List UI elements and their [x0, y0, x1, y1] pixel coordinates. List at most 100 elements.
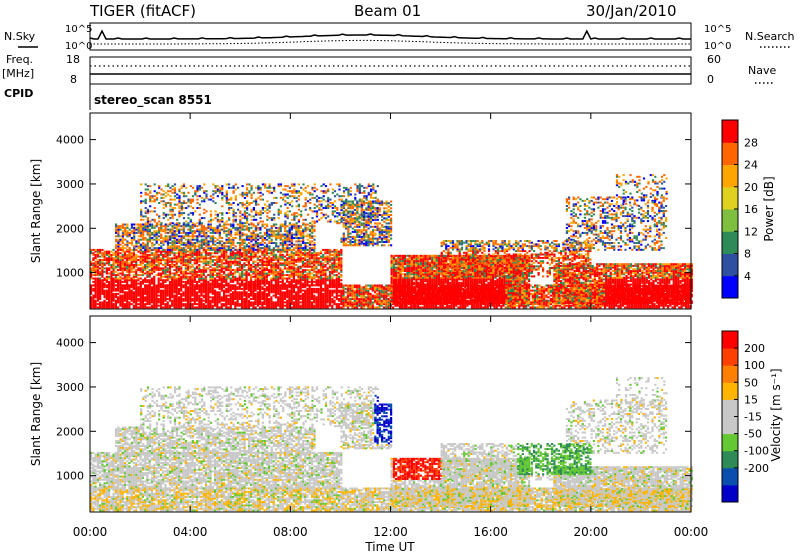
range-gate-cell — [381, 300, 383, 302]
range-gate-cell — [293, 284, 295, 286]
range-gate-cell — [385, 285, 387, 287]
range-gate-cell — [101, 259, 103, 261]
range-gate-cell — [372, 285, 374, 287]
range-gate-cell — [115, 256, 117, 258]
range-gate-cell — [185, 303, 187, 305]
range-gate-cell — [318, 288, 320, 290]
range-gate-cell — [306, 288, 308, 290]
range-gate-cell — [209, 283, 211, 285]
range-gate-cell — [293, 301, 295, 303]
range-gate-cell — [367, 288, 369, 290]
range-gate-cell — [146, 284, 148, 286]
range-gate-cell — [295, 259, 297, 261]
range-gate-cell — [198, 295, 200, 297]
range-gate-cell — [221, 251, 223, 253]
range-gate-cell — [351, 301, 353, 303]
range-gate-cell — [191, 264, 193, 266]
range-gate-cell — [164, 279, 166, 281]
range-gate-cell — [241, 264, 243, 266]
range-gate-cell — [617, 305, 619, 307]
range-gate-cell — [212, 305, 214, 307]
range-gate-cell — [160, 267, 162, 269]
range-gate-cell — [124, 284, 126, 286]
range-gate-cell — [99, 259, 101, 261]
range-gate-cell — [176, 278, 178, 280]
range-gate-cell — [187, 286, 189, 288]
range-gate-cell — [345, 288, 347, 290]
range-gate-cell — [370, 285, 372, 287]
range-gate-cell — [259, 251, 261, 253]
range-gate-cell — [101, 301, 103, 303]
range-gate-cell — [146, 306, 148, 308]
range-gate-cell — [146, 251, 148, 253]
range-gate-cell — [297, 251, 299, 253]
range-gate-cell — [162, 276, 164, 278]
range-gate-cell — [286, 278, 288, 280]
range-gate-cell — [219, 283, 221, 285]
range-gate-cell — [311, 288, 313, 290]
range-gate-cell — [291, 249, 293, 251]
cpid-value: stereo_scan 8551 — [94, 93, 212, 108]
range-gate-cell — [548, 300, 550, 302]
range-gate-cell — [311, 261, 313, 263]
range-gate-cell — [140, 267, 142, 269]
range-gate-cell — [155, 264, 157, 266]
range-gate-cell — [171, 276, 173, 278]
range-gate-cell — [309, 251, 311, 253]
range-gate-cell — [295, 291, 297, 293]
range-gate-cell — [239, 251, 241, 253]
range-gate-cell — [252, 261, 254, 263]
freq-tick-top: 18 — [66, 53, 80, 66]
range-gate-cell — [255, 306, 257, 308]
range-gate-cell — [173, 295, 175, 297]
range-gate-cell — [259, 259, 261, 261]
range-gate-cell — [180, 293, 182, 295]
range-gate-cell — [444, 306, 446, 308]
range-gate-cell — [248, 251, 250, 253]
range-gate-cell — [207, 252, 209, 254]
range-gate-cell — [534, 290, 536, 292]
range-gate-cell — [243, 262, 245, 264]
range-gate-cell — [97, 278, 99, 280]
range-gate-cell — [279, 262, 281, 264]
range-gate-cell — [200, 261, 202, 263]
range-gate-cell — [593, 305, 595, 307]
range-gate-cell — [367, 285, 369, 287]
range-gate-cell — [140, 281, 142, 283]
range-gate-cell — [336, 303, 338, 305]
range-gate-cell — [288, 290, 290, 292]
range-gate-cell — [137, 264, 139, 266]
range-gate-cell — [117, 306, 119, 308]
range-gate-cell — [110, 254, 112, 256]
beam-title: Beam 01 — [354, 2, 421, 20]
range-gate-cell — [205, 256, 207, 258]
range-gate-cell — [212, 264, 214, 266]
range-gate-cell — [214, 262, 216, 264]
range-gate-cell — [144, 251, 146, 253]
range-gate-cell — [248, 293, 250, 295]
range-gate-cell — [110, 256, 112, 258]
range-gate-cell — [196, 285, 198, 287]
range-gate-cell — [304, 274, 306, 276]
range-gate-cell — [315, 288, 317, 290]
range-gate-cell — [566, 305, 568, 307]
range-gate-cell — [228, 286, 230, 288]
range-gate-cell — [248, 285, 250, 287]
range-gate-cell — [232, 256, 234, 258]
range-gate-cell — [282, 254, 284, 256]
range-gate-cell — [155, 285, 157, 287]
range-gate-cell — [169, 286, 171, 288]
range-gate-cell — [104, 286, 106, 288]
range-gate-cell — [162, 306, 164, 308]
range-gate-cell — [142, 288, 144, 290]
range-gate-cell — [264, 256, 266, 258]
range-gate-cell — [234, 301, 236, 303]
range-gate-cell — [340, 306, 342, 308]
range-gate-cell — [250, 285, 252, 287]
range-gate-cell — [144, 264, 146, 266]
range-gate-cell — [288, 274, 290, 276]
range-gate-cell — [194, 284, 196, 286]
range-gate-cell — [135, 256, 137, 258]
range-gate-cell — [376, 285, 378, 287]
range-gate-cell — [209, 269, 211, 271]
